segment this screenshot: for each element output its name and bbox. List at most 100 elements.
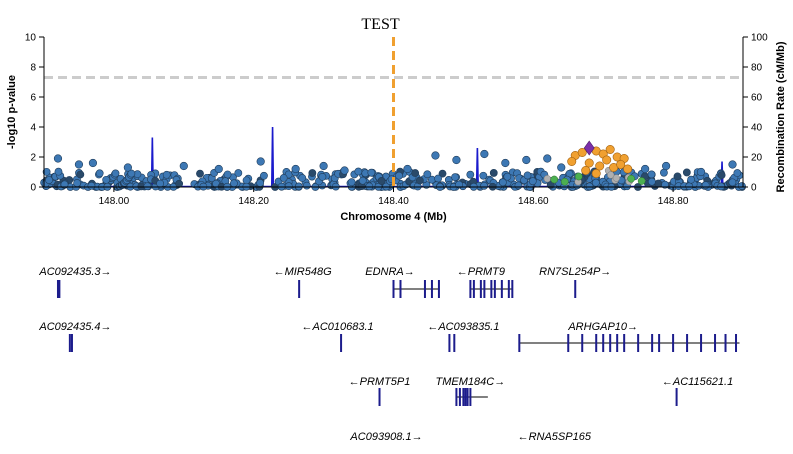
gene-label: ←MIR548G	[274, 266, 333, 278]
snp-point	[196, 169, 204, 178]
snp-point	[395, 171, 403, 180]
gene-exon	[490, 280, 493, 298]
snp-point	[479, 171, 488, 180]
gene-exon	[700, 334, 703, 352]
gene-exon	[609, 334, 612, 352]
snp-point	[701, 181, 710, 190]
snp-point	[660, 168, 668, 177]
ld-snp-point	[591, 169, 601, 179]
snp-point	[42, 167, 51, 176]
snp-point	[514, 181, 523, 190]
ld-snp-point	[623, 164, 633, 174]
snp-point	[528, 177, 537, 186]
gene-exon	[469, 388, 472, 406]
snp-point	[673, 172, 682, 181]
snp-point	[318, 172, 327, 181]
snp-point	[557, 163, 566, 172]
snp-point	[438, 169, 447, 178]
snp-point	[143, 182, 152, 191]
gene-exon	[458, 388, 461, 406]
gene-exon	[448, 334, 451, 352]
y2-axis-title: Recombination Rate (cM/Mb)	[775, 41, 787, 192]
gene-exon	[675, 388, 678, 406]
y-tick-label: 6	[30, 93, 36, 104]
gene-exon	[602, 334, 605, 352]
gene-ac092435.4: AC092435.4→	[38, 321, 112, 352]
snp-point	[294, 182, 303, 191]
gene-exon	[518, 334, 521, 352]
chart-title: TEST	[361, 16, 399, 33]
snp-point	[627, 174, 636, 183]
ld-snp-point	[602, 155, 612, 165]
snp-point	[696, 167, 706, 177]
snp-point	[654, 179, 663, 188]
snp-point	[451, 173, 459, 182]
snp-point	[354, 167, 363, 176]
snp-point	[543, 175, 551, 183]
gene-exon	[462, 388, 465, 406]
snp-point	[179, 161, 188, 171]
snp-point	[685, 182, 694, 191]
snp-point	[641, 164, 650, 174]
gene-rn7sl254p: RN7SL254P→	[539, 266, 611, 298]
snp-point	[466, 170, 475, 179]
gene-exon	[735, 334, 738, 352]
x-tick-label: 148.80	[658, 196, 689, 207]
x-tick-label: 148.00	[99, 196, 130, 207]
snp-point	[523, 171, 532, 180]
snp-point	[717, 182, 726, 191]
snp-point	[728, 178, 737, 187]
snp-point	[687, 175, 696, 184]
gene-label: ←PRMT9	[457, 266, 505, 278]
snp-point	[434, 174, 442, 183]
gene-exon	[455, 388, 458, 406]
snp-point	[550, 175, 559, 184]
ld-snp-point	[595, 161, 605, 171]
ld-snp-point	[581, 166, 591, 176]
gene-exon	[340, 334, 343, 352]
gene-exon	[70, 334, 73, 352]
snp-point	[717, 171, 726, 180]
gene-exon	[423, 280, 426, 298]
snp-point	[76, 170, 85, 179]
snp-point	[87, 181, 96, 190]
gene-exon	[493, 280, 496, 298]
snp-point	[302, 181, 311, 190]
snp-point	[591, 178, 600, 187]
ld-snp-point	[616, 160, 626, 170]
gene-track-panel: AC092435.3→ ←MIR548G EDNRA→ ←PRMT9 RN7SL254P…	[38, 266, 740, 443]
gene-exon	[623, 334, 626, 352]
snp-point	[234, 169, 243, 177]
snp-point	[503, 172, 512, 181]
snp-point	[498, 178, 507, 187]
y2-tick-label: 40	[751, 123, 763, 134]
gene-exon	[507, 280, 510, 298]
snp-point	[60, 180, 69, 189]
gene-exon	[298, 280, 301, 298]
gene-exon	[616, 334, 619, 352]
gene-exon	[399, 280, 402, 298]
gene-label: AC093908.1→	[349, 431, 422, 443]
snp-point	[489, 169, 498, 177]
snp-point	[733, 169, 742, 177]
snp-point	[256, 179, 265, 187]
snp-point	[647, 177, 656, 186]
snp-point	[45, 176, 53, 184]
ld-snp-point	[567, 157, 577, 167]
snp-point	[73, 179, 81, 187]
gene-exon	[567, 334, 570, 352]
y2-tick-label: 60	[751, 93, 763, 104]
gene-label: TMEM184C→	[436, 376, 506, 388]
snp-point	[214, 164, 223, 174]
gene-exon	[686, 334, 689, 352]
ld-snp-point	[584, 158, 594, 168]
snp-point	[560, 177, 569, 186]
snp-point	[279, 174, 288, 182]
gene-exon	[724, 334, 727, 352]
gene-label: EDNRA→	[365, 266, 415, 278]
gene-exon	[574, 280, 577, 298]
snp-point	[127, 169, 136, 178]
gene-label: ←AC093835.1	[427, 321, 499, 333]
snp-point	[347, 178, 356, 187]
snp-point	[74, 160, 84, 169]
